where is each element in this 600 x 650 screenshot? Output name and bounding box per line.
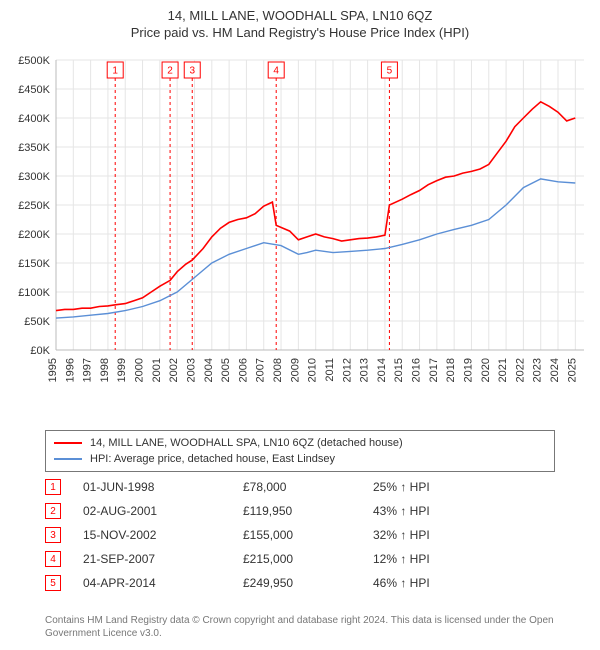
svg-text:1998: 1998 [99, 358, 111, 382]
svg-text:2005: 2005 [220, 358, 232, 382]
svg-text:2025: 2025 [566, 358, 578, 382]
svg-text:2024: 2024 [549, 358, 561, 382]
price-hpi-chart: £0K £50K £100K £150K £200K £250K £300K £350K £40… [10, 50, 590, 420]
svg-text:2015: 2015 [393, 358, 405, 382]
sale-hpi-delta: 25% ↑ HPI [373, 480, 493, 494]
svg-text:£400K: £400K [18, 113, 50, 125]
svg-text:2020: 2020 [480, 358, 492, 382]
svg-text:2007: 2007 [255, 358, 267, 382]
legend-label: 14, MILL LANE, WOODHALL SPA, LN10 6QZ (d… [90, 435, 403, 451]
svg-text:2008: 2008 [272, 358, 284, 382]
legend: 14, MILL LANE, WOODHALL SPA, LN10 6QZ (d… [45, 430, 555, 472]
svg-text:£200K: £200K [18, 229, 50, 241]
legend-label: HPI: Average price, detached house, East… [90, 451, 335, 467]
table-row: 2 02-AUG-2001£119,95043% ↑ HPI [45, 499, 555, 523]
legend-item: HPI: Average price, detached house, East… [54, 451, 546, 467]
sale-hpi-delta: 46% ↑ HPI [373, 576, 493, 590]
svg-text:2016: 2016 [411, 358, 423, 382]
sale-date: 04-APR-2014 [83, 576, 243, 590]
svg-text:£450K: £450K [18, 84, 50, 96]
svg-text:5: 5 [387, 66, 393, 77]
svg-text:£150K: £150K [18, 258, 50, 270]
svg-text:1: 1 [112, 66, 118, 77]
svg-text:£0K: £0K [30, 345, 50, 357]
license-note: Contains HM Land Registry data © Crown c… [45, 614, 555, 640]
svg-text:2: 2 [167, 66, 173, 77]
sale-hpi-delta: 32% ↑ HPI [373, 528, 493, 542]
chart-subtitle: Price paid vs. HM Land Registry's House … [0, 25, 600, 40]
svg-text:2009: 2009 [289, 358, 301, 382]
sale-hpi-delta: 43% ↑ HPI [373, 504, 493, 518]
svg-text:2002: 2002 [168, 358, 180, 382]
svg-text:2022: 2022 [514, 358, 526, 382]
svg-text:1996: 1996 [64, 358, 76, 382]
svg-text:2012: 2012 [341, 358, 353, 382]
sale-date: 21-SEP-2007 [83, 552, 243, 566]
svg-text:2011: 2011 [324, 358, 336, 382]
svg-text:4: 4 [273, 66, 279, 77]
svg-text:2001: 2001 [151, 358, 163, 382]
svg-text:3: 3 [189, 66, 195, 77]
sale-price: £119,950 [243, 504, 373, 518]
svg-text:£300K: £300K [18, 171, 50, 183]
table-row: 4 21-SEP-2007£215,00012% ↑ HPI [45, 547, 555, 571]
svg-text:2014: 2014 [376, 358, 388, 382]
legend-swatch [54, 442, 82, 444]
svg-text:£100K: £100K [18, 287, 50, 299]
svg-text:2018: 2018 [445, 358, 457, 382]
svg-text:1997: 1997 [82, 358, 94, 382]
svg-text:2010: 2010 [307, 358, 319, 382]
svg-text:2013: 2013 [359, 358, 371, 382]
svg-text:2021: 2021 [497, 358, 509, 382]
svg-text:1999: 1999 [116, 358, 128, 382]
sale-price: £249,950 [243, 576, 373, 590]
table-row: 5 04-APR-2014£249,95046% ↑ HPI [45, 571, 555, 595]
svg-text:£250K: £250K [18, 200, 50, 212]
svg-text:2023: 2023 [532, 358, 544, 382]
chart-title: 14, MILL LANE, WOODHALL SPA, LN10 6QZ [0, 8, 600, 23]
sale-hpi-delta: 12% ↑ HPI [373, 552, 493, 566]
sale-price: £155,000 [243, 528, 373, 542]
svg-text:2004: 2004 [203, 358, 215, 382]
svg-text:1995: 1995 [47, 358, 59, 382]
sale-date: 01-JUN-1998 [83, 480, 243, 494]
table-row: 3 15-NOV-2002£155,00032% ↑ HPI [45, 523, 555, 547]
sale-events-table: 1 01-JUN-1998£78,00025% ↑ HPI 2 02-AUG-2001… [45, 475, 555, 595]
sale-marker-badge: 2 [45, 503, 61, 519]
svg-text:2003: 2003 [185, 358, 197, 382]
sale-price: £78,000 [243, 480, 373, 494]
legend-item: 14, MILL LANE, WOODHALL SPA, LN10 6QZ (d… [54, 435, 546, 451]
svg-text:£50K: £50K [24, 316, 50, 328]
svg-text:2017: 2017 [428, 358, 440, 382]
sale-date: 15-NOV-2002 [83, 528, 243, 542]
sale-price: £215,000 [243, 552, 373, 566]
sale-marker-badge: 1 [45, 479, 61, 495]
svg-text:£500K: £500K [18, 55, 50, 67]
svg-text:2006: 2006 [237, 358, 249, 382]
legend-swatch [54, 458, 82, 460]
sale-marker-badge: 3 [45, 527, 61, 543]
sale-marker-badge: 5 [45, 575, 61, 591]
svg-text:£350K: £350K [18, 142, 50, 154]
sale-date: 02-AUG-2001 [83, 504, 243, 518]
sale-marker-badge: 4 [45, 551, 61, 567]
svg-text:2019: 2019 [462, 358, 474, 382]
table-row: 1 01-JUN-1998£78,00025% ↑ HPI [45, 475, 555, 499]
svg-text:2000: 2000 [134, 358, 146, 382]
